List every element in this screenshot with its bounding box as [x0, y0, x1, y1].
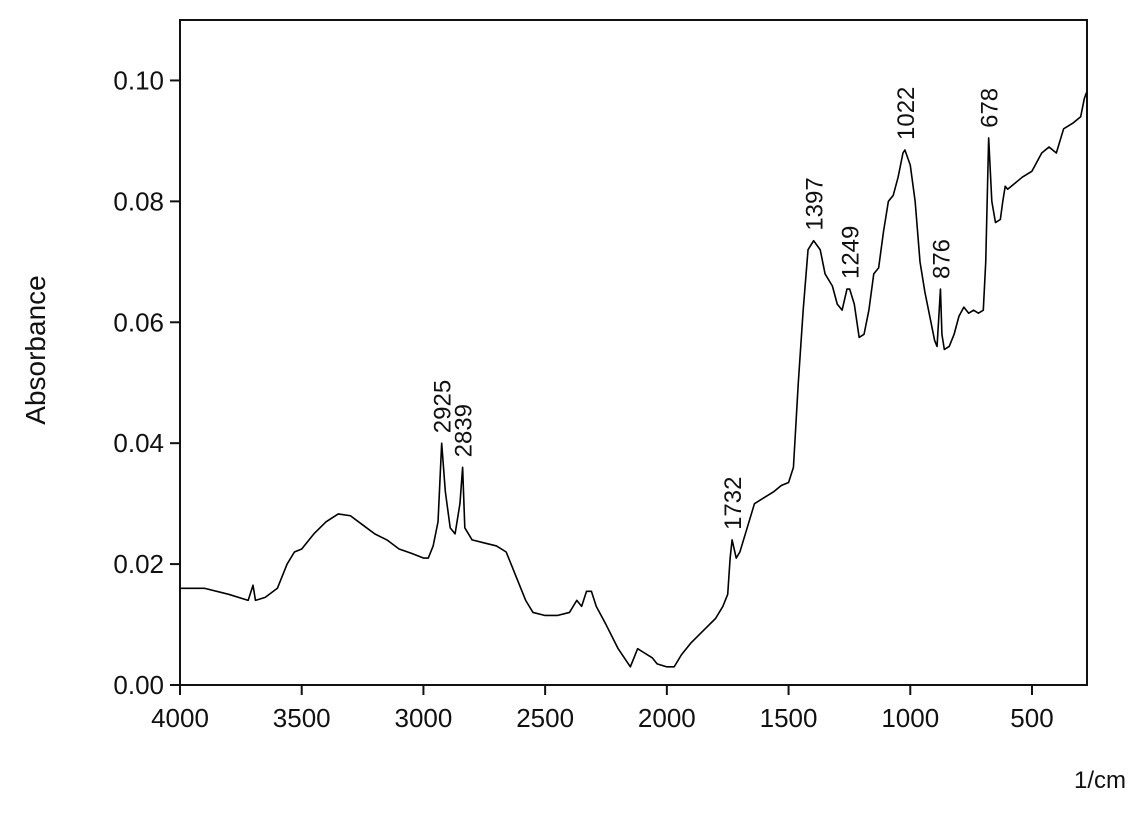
y-tick-label: 0.06	[113, 307, 164, 337]
peak-label: 2925	[430, 380, 457, 433]
y-tick-label: 0.04	[113, 428, 164, 458]
y-axis-title: Absorbance	[20, 275, 51, 424]
y-tick-label: 0.08	[113, 186, 164, 216]
x-tick-label: 3500	[273, 703, 331, 733]
x-tick-label: 3000	[395, 703, 453, 733]
y-tick-label: 0.02	[113, 549, 164, 579]
plot-frame	[179, 19, 1088, 686]
peak-label: 876	[928, 239, 955, 279]
peak-label: 1397	[802, 177, 829, 230]
spectrum-line	[180, 92, 1088, 668]
x-tick-label: 2000	[638, 703, 696, 733]
peak-label: 1732	[720, 477, 747, 530]
peak-label: 678	[977, 88, 1004, 128]
x-tick-label: 2500	[516, 703, 574, 733]
peak-label: 2839	[451, 404, 478, 457]
x-tick-label: 1000	[881, 703, 939, 733]
y-tick-label: 0.00	[113, 670, 164, 700]
y-tick-label: 0.10	[113, 65, 164, 95]
x-tick-label: 4000	[151, 703, 209, 733]
x-tick-label: 1500	[760, 703, 818, 733]
x-tick-label: 500	[1010, 703, 1053, 733]
peak-label: 1249	[838, 226, 865, 279]
x-axis-title: 1/cm	[1074, 767, 1126, 794]
peak-label: 1022	[893, 87, 920, 140]
